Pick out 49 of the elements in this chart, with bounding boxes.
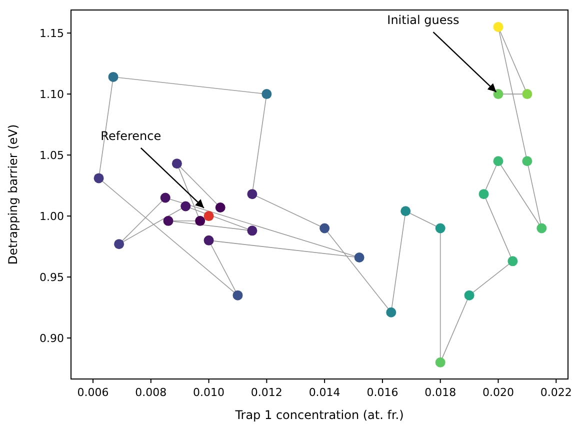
point	[247, 189, 258, 200]
y-axis-title: Detrapping barrier (eV)	[6, 124, 20, 265]
x-tick-label: 0.014	[308, 386, 340, 399]
point	[493, 22, 504, 32]
point	[163, 216, 174, 226]
x-tick-label: 0.012	[250, 386, 282, 399]
y-tick-label: 1.15	[40, 27, 64, 40]
point	[180, 201, 191, 212]
x-tick-label: 0.006	[77, 386, 109, 399]
point	[522, 156, 532, 166]
point	[320, 223, 330, 234]
x-tick-label: 0.022	[540, 386, 572, 399]
point	[172, 158, 182, 169]
y-tick-label: 0.90	[40, 332, 64, 346]
x-tick-label: 0.016	[366, 386, 398, 399]
annotation: Initial guess	[387, 13, 460, 28]
point	[195, 216, 206, 226]
y-tick-label: 1.10	[40, 88, 64, 102]
point	[114, 239, 124, 250]
point	[160, 192, 170, 203]
point	[464, 290, 474, 300]
x-axis-title: Trap 1 concentration (at. fr.)	[234, 408, 404, 422]
x-tick-label: 0.008	[135, 386, 167, 399]
point	[354, 252, 364, 263]
point	[493, 156, 504, 166]
point	[108, 72, 118, 82]
point	[522, 89, 532, 100]
point	[204, 235, 214, 246]
point	[215, 202, 226, 212]
point	[536, 223, 547, 234]
point	[94, 173, 104, 184]
point	[435, 357, 446, 368]
point	[386, 307, 396, 318]
point	[493, 89, 504, 100]
point	[262, 89, 272, 100]
x-tick-label: 0.020	[482, 386, 514, 399]
x-tick-label: 0.018	[424, 386, 456, 399]
point	[478, 189, 489, 200]
y-tick-label: 0.95	[40, 271, 64, 284]
annotation: Reference	[100, 128, 162, 143]
y-tick-label: 1.05	[40, 149, 64, 162]
point	[247, 226, 258, 236]
point	[232, 290, 243, 300]
point	[435, 223, 446, 234]
x-tick-label: 0.010	[193, 386, 225, 399]
point	[400, 206, 411, 216]
point	[204, 211, 214, 222]
y-tick-label: 1.00	[40, 210, 64, 224]
point	[508, 256, 518, 266]
